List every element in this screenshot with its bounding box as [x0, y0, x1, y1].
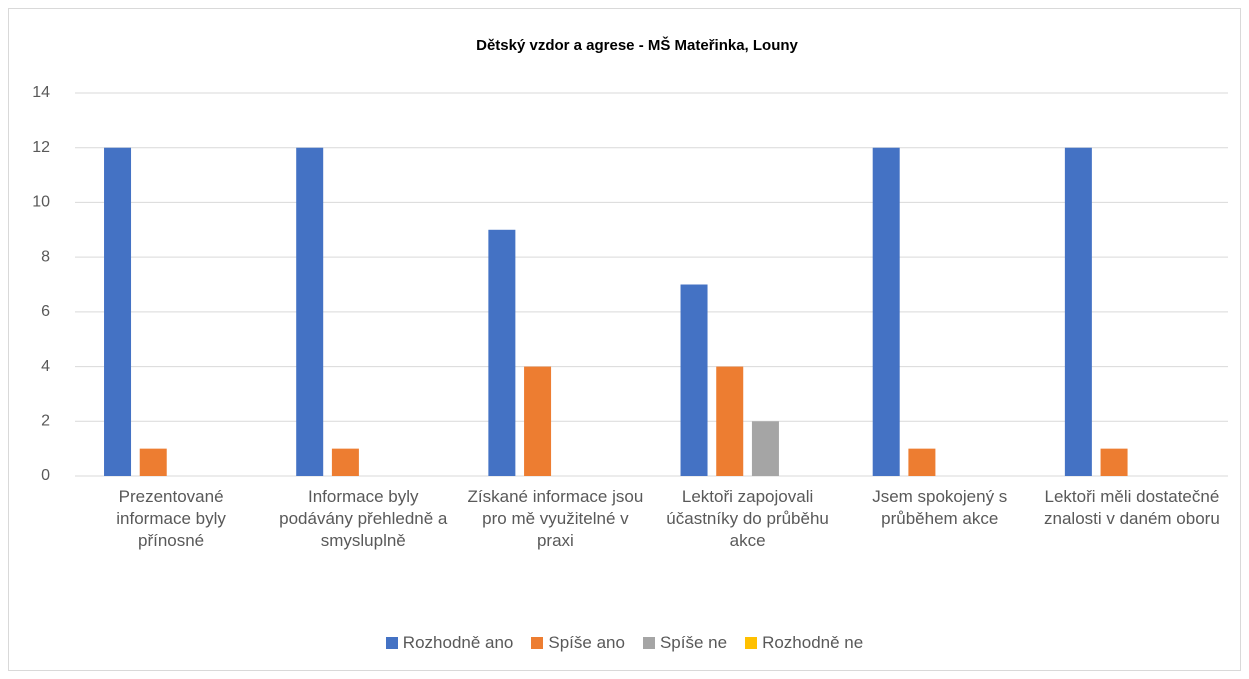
bar	[908, 448, 936, 476]
bar	[104, 147, 132, 476]
bar	[872, 147, 900, 476]
y-tick-label: 0	[41, 467, 50, 484]
y-tick-label: 6	[41, 303, 50, 320]
y-tick-label: 14	[32, 84, 50, 101]
legend-swatch	[642, 637, 655, 649]
legend-swatch	[745, 637, 758, 649]
chart-border	[8, 8, 1241, 671]
bar	[751, 421, 779, 476]
legend-label: Spíše ne	[659, 633, 728, 652]
legend-label: Spíše ano	[548, 633, 625, 652]
legend: Rozhodně ano Spíše ano Spíše ne Rozhodně ne	[0, 633, 1249, 653]
y-tick-label: 4	[41, 358, 50, 375]
x-tick-label: Lektoři zapojovali účastníky do průběhu …	[666, 487, 829, 550]
legend-swatch	[385, 637, 398, 649]
y-tick-label: 2	[41, 413, 50, 430]
legend-item: Spíše ano	[531, 633, 625, 653]
legend-label: Rozhodně ano	[402, 633, 514, 652]
bar	[680, 284, 708, 476]
bar	[488, 229, 516, 476]
x-tick-label: Informace byly podávány přehledně a smys…	[279, 487, 448, 550]
bar	[524, 366, 552, 476]
bar	[1064, 147, 1092, 476]
legend-item: Rozhodně ne	[745, 633, 863, 653]
y-tick-label: 10	[32, 194, 50, 211]
legend-label: Rozhodně ne	[762, 633, 864, 652]
bar	[1100, 448, 1128, 476]
bar	[716, 366, 744, 476]
bar	[139, 448, 167, 476]
bar	[296, 147, 324, 476]
legend-item: Rozhodně ano	[385, 633, 514, 653]
legend-item: Spíše ne	[642, 633, 728, 653]
chart-title: Dětský vzdor a agrese - MŠ Mateřinka, Lo…	[476, 36, 798, 54]
x-tick-label: Prezentované informace byly přínosné	[116, 487, 226, 550]
x-tick-label: Jsem spokojený s průběhem akce	[872, 487, 1008, 528]
x-tick-label: Lektoři měli dostatečné znalosti v daném…	[1044, 487, 1220, 528]
y-tick-label: 8	[41, 248, 50, 265]
bar	[331, 448, 359, 476]
x-tick-label: Získané informace jsou pro mě využitelné…	[467, 487, 644, 550]
legend-swatch	[531, 637, 544, 649]
y-tick-label: 12	[32, 139, 50, 156]
